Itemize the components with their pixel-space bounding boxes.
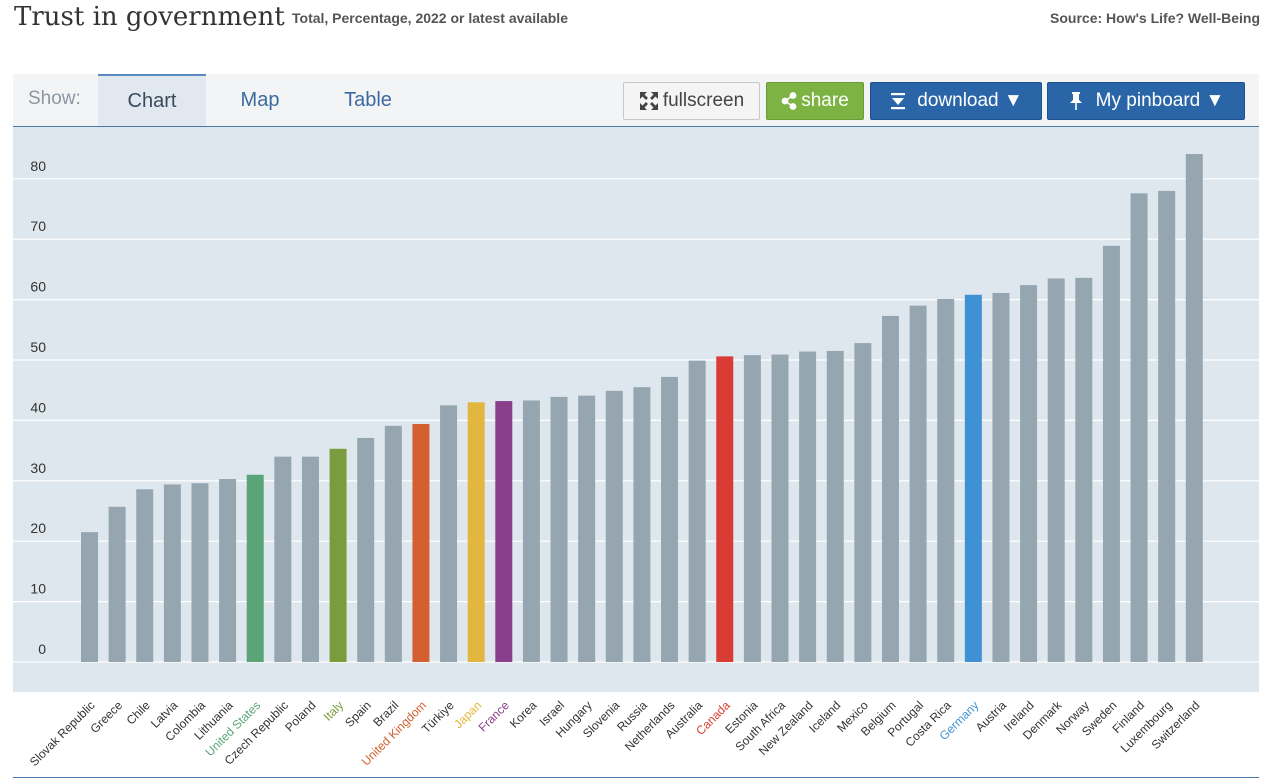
y-tick-label-60: 60 [30, 279, 46, 295]
share-label: share [801, 90, 849, 111]
bar-ireland[interactable] [1020, 285, 1038, 662]
tab-chart[interactable]: Chart [98, 74, 206, 126]
y-tick-label-0: 0 [38, 641, 46, 657]
page-title: Trust in government [14, 2, 285, 32]
bar-mexico[interactable] [854, 343, 872, 662]
share-button[interactable]: share [766, 82, 864, 120]
bar-russia[interactable] [633, 387, 651, 662]
y-tick-label-30: 30 [30, 460, 46, 476]
bar-canada[interactable] [716, 356, 734, 662]
bar-united-kingdom[interactable] [412, 424, 430, 662]
bar-czech-republic[interactable] [274, 456, 292, 662]
bar-poland[interactable] [301, 456, 319, 662]
view-toolbar: Show: Chart Map Table fullscreen [13, 74, 1259, 127]
pin-icon [1068, 91, 1084, 111]
bar-chile[interactable] [136, 489, 154, 662]
bar-portugal[interactable] [909, 305, 927, 662]
y-tick-label-70: 70 [30, 218, 46, 234]
bar-austria[interactable] [992, 292, 1010, 662]
x-tick-label-austria: Austria [973, 698, 1010, 735]
bar-latvia[interactable] [163, 484, 181, 662]
tab-map[interactable]: Map [240, 89, 280, 111]
bar-denmark[interactable] [1047, 278, 1065, 662]
bar-korea[interactable] [522, 400, 540, 662]
bar-lithuania[interactable] [219, 478, 237, 662]
bar-hungary[interactable] [578, 395, 596, 662]
tab-table[interactable]: Table [344, 89, 392, 111]
bar-greece[interactable] [108, 506, 126, 662]
bar-switzerland[interactable] [1185, 154, 1203, 662]
x-tick-label-spain: Spain [342, 698, 374, 730]
source-note: Source: How's Life? Well-Being [1050, 10, 1260, 26]
x-tick-label-poland: Poland [282, 698, 318, 734]
bar-sweden[interactable] [1102, 245, 1120, 662]
y-tick-label-80: 80 [30, 158, 46, 174]
bar-united-states[interactable] [246, 474, 264, 662]
bar-turkiye[interactable] [440, 405, 458, 662]
bar-costa-rica[interactable] [937, 298, 955, 662]
bar-colombia[interactable] [191, 483, 209, 662]
bar-japan[interactable] [467, 402, 485, 662]
x-tick-label-france: France [476, 698, 513, 735]
bar-iceland[interactable] [826, 350, 844, 662]
x-tick-label-turkiye: Türkiye [419, 698, 457, 736]
x-tick-label-slovak-republic: Slovak Republic [27, 698, 98, 769]
bar-israel[interactable] [550, 396, 568, 662]
bar-germany[interactable] [964, 294, 982, 662]
bar-finland[interactable] [1130, 193, 1148, 662]
bar-belgium[interactable] [881, 315, 899, 662]
bar-spain[interactable] [357, 437, 375, 662]
bottom-divider [13, 777, 1259, 778]
bar-south-africa[interactable] [771, 354, 789, 662]
bar-luxembourg[interactable] [1158, 190, 1176, 662]
y-tick-label-40: 40 [30, 399, 46, 415]
bar-italy[interactable] [329, 448, 347, 662]
bar-new-zealand[interactable] [799, 351, 817, 662]
y-tick-label-50: 50 [30, 339, 46, 355]
bar-norway[interactable] [1075, 277, 1093, 662]
x-tick-label-chile: Chile [124, 698, 153, 727]
chart-subtitle: Total, Percentage, 2022 or latest availa… [292, 10, 568, 26]
y-tick-label-20: 20 [30, 520, 46, 536]
bar-estonia[interactable] [743, 355, 761, 662]
download-button[interactable]: download ▼ [870, 82, 1042, 120]
x-tick-label-greece: Greece [88, 698, 126, 736]
bar-netherlands[interactable] [661, 376, 679, 662]
fullscreen-label: fullscreen [662, 90, 745, 111]
download-icon [889, 92, 907, 110]
download-label: download ▼ [917, 90, 1023, 111]
pinboard-button[interactable]: My pinboard ▼ [1047, 82, 1245, 120]
pinboard-label: My pinboard ▼ [1095, 90, 1225, 111]
bar-slovak-republic[interactable] [81, 532, 98, 662]
share-icon [781, 92, 797, 110]
bar-france[interactable] [495, 401, 513, 662]
x-tick-label-korea: Korea [507, 698, 540, 731]
expand-arrows-icon [639, 91, 659, 111]
bar-brazil[interactable] [384, 425, 402, 662]
bar-slovenia[interactable] [605, 390, 623, 662]
bar-australia[interactable] [688, 360, 706, 662]
y-tick-label-10: 10 [30, 581, 46, 597]
fullscreen-button[interactable]: fullscreen [623, 82, 760, 120]
show-label: Show: [28, 88, 81, 109]
